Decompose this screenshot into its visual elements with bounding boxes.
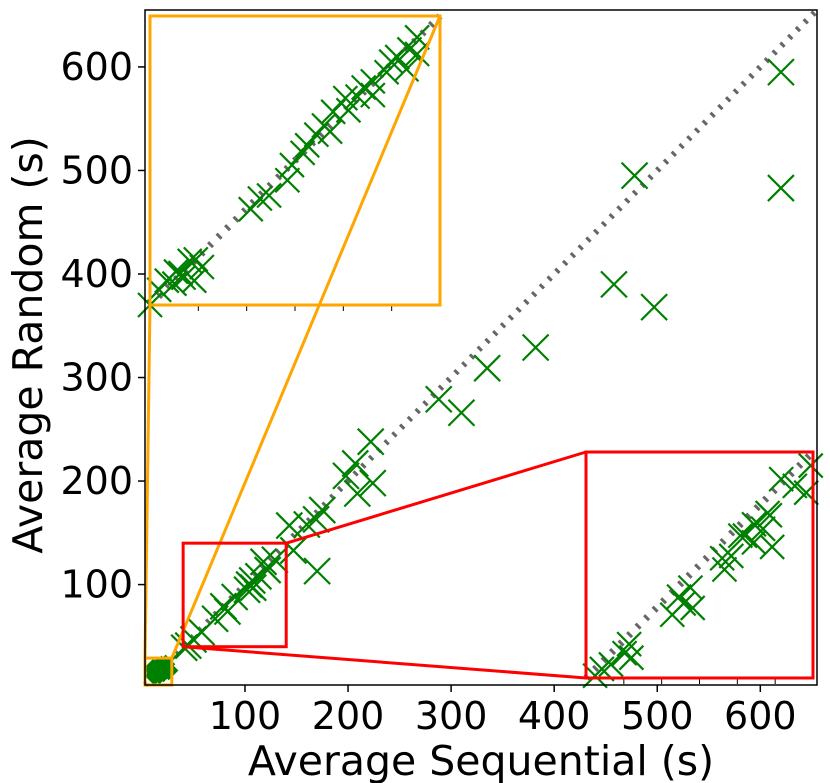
inset-data-point (598, 651, 624, 678)
inset-data-point (782, 473, 808, 499)
data-point (620, 161, 649, 190)
inset-data-point (797, 452, 824, 479)
inset-data-point (176, 248, 203, 274)
zoom-connector (183, 645, 587, 680)
x-tick-label: 600 (724, 694, 797, 738)
y-tick-label: 400 (60, 252, 133, 296)
inset-diagonal-line (583, 449, 816, 681)
axes-frame-layer (144, 9, 818, 686)
zoom-connector (170, 15, 442, 659)
inset-data-point (718, 543, 745, 569)
x-axis-title: Average Sequential (s) (248, 737, 714, 783)
y-tick-label: 200 (60, 459, 133, 503)
data-point (332, 462, 360, 490)
zoom-inset-border (584, 450, 815, 680)
x-tick-label: 400 (518, 694, 591, 738)
data-point-diamond (150, 659, 171, 680)
data-point (249, 548, 278, 576)
data-point (640, 293, 668, 321)
y-tick-label: 600 (60, 45, 133, 89)
data-point (521, 333, 550, 362)
inset-data-point (768, 466, 794, 492)
inset-data-point (750, 516, 776, 542)
zoom-inset-content (582, 449, 824, 689)
x-tick-label: 200 (312, 694, 385, 738)
data-point (600, 270, 628, 299)
y-axis-title: Average Random (s) (4, 136, 52, 554)
inset-data-point (741, 529, 767, 556)
inset-data-point (247, 185, 273, 212)
inset-data-point (373, 59, 400, 86)
inset-data-point (404, 41, 430, 67)
ticks-layer: 100 200 300 400 500 600 100 200 300 400 500 600 (60, 45, 796, 738)
inset-data-point (711, 556, 738, 583)
data-point (303, 557, 331, 585)
x-tick-label: 300 (415, 694, 488, 738)
x-tick-label: 100 (209, 694, 282, 738)
inset-data-point (679, 595, 706, 621)
inset-data-point (659, 601, 686, 628)
axes-frame (144, 9, 818, 686)
data-point (341, 449, 370, 478)
inset-data-point (727, 522, 754, 549)
inset-data-point (618, 644, 645, 671)
diagonal-line (142, 7, 820, 688)
inset-data-point (256, 182, 282, 209)
data-point (302, 505, 330, 534)
data-point (447, 398, 476, 427)
data-point (473, 354, 501, 382)
inset-data-point (317, 118, 343, 145)
inset-data-point (289, 140, 316, 166)
inset-data-point (161, 270, 188, 297)
zoom-connector (285, 450, 587, 545)
inset-data-point (757, 502, 783, 529)
data-point (220, 583, 249, 611)
inset-data-point (741, 511, 767, 538)
data-point (343, 479, 372, 508)
inset-data-point (163, 258, 189, 285)
inset-data-point (274, 167, 301, 194)
inset-data-point (666, 583, 692, 610)
data-point (767, 174, 795, 202)
data-point (359, 469, 387, 497)
data-point (239, 573, 267, 602)
y-tick-label: 100 (60, 563, 133, 607)
inset-data-point (709, 545, 735, 571)
inset-data-point (677, 574, 704, 601)
zoom-layer (137, 13, 824, 689)
data-points-layer (143, 58, 795, 686)
zoom-inset-border (148, 14, 442, 307)
data-point (356, 427, 385, 456)
data-point (767, 58, 795, 86)
zoom-connector (143, 304, 152, 659)
data-point (424, 385, 453, 414)
y-tick-label: 300 (60, 356, 133, 400)
inset-data-point (294, 132, 320, 159)
data-point (213, 597, 242, 626)
x-tick-label: 500 (621, 694, 694, 738)
inset-data-point (611, 640, 638, 666)
inset-data-point (759, 534, 785, 560)
data-point (233, 575, 261, 604)
inset-data-point (344, 83, 371, 110)
diagonal-line-layer (142, 7, 820, 688)
data-point (275, 511, 304, 540)
zoom-source-box (181, 541, 288, 649)
y-tick-label: 500 (60, 148, 133, 192)
inset-data-point (189, 254, 215, 280)
